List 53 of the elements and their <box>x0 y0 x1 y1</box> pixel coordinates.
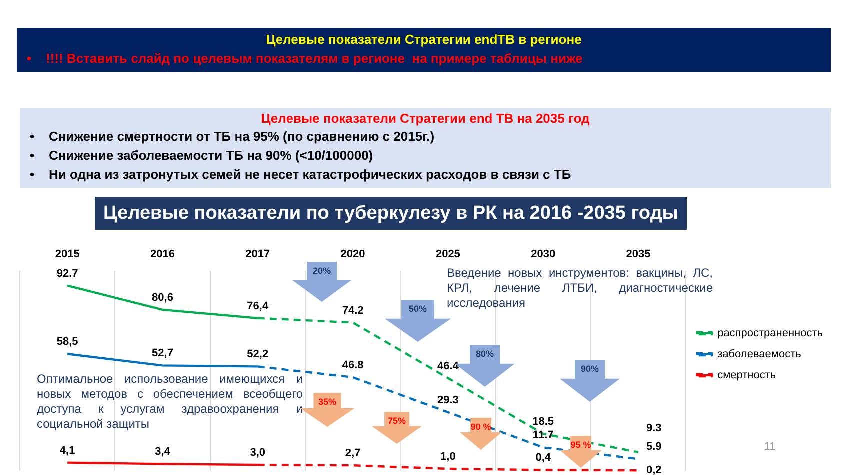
data-label: 46.8 <box>342 360 364 372</box>
data-label: 80,6 <box>152 292 174 304</box>
legend-label: заболеваемость <box>718 348 802 361</box>
legend-label: распространенность <box>718 328 824 340</box>
text: Целевые показатели Стратегии end TB на 2035 год <box>260 111 591 126</box>
data-label: 46.4 <box>437 360 460 372</box>
text: 11 <box>763 440 777 455</box>
data-label: 2,7 <box>345 448 361 460</box>
data-label: 9.3 <box>646 422 662 434</box>
data-label: 1,0 <box>440 451 456 464</box>
arrow-icon: 75% <box>372 412 422 444</box>
annotation: Введение новых инструментов: вакцины, ЛС, КРЛ, лечение ЛТБИ, диагностические исследования <box>447 266 713 311</box>
x-tick-label: 2035 <box>626 248 651 261</box>
data-label: 18.5 <box>532 416 554 428</box>
data-label: 52,7 <box>152 348 174 360</box>
x-tick-label: 2030 <box>531 248 556 261</box>
data-label: 52,2 <box>247 348 269 361</box>
arrow-icon: 90 % <box>460 418 502 450</box>
x-tick-label: 2025 <box>436 248 460 261</box>
x-tick-label: 2020 <box>340 248 366 261</box>
data-label: 74.2 <box>342 304 364 317</box>
annotation: 35% <box>317 397 338 408</box>
x-tick-label: 2017 <box>246 248 270 261</box>
arrow-icon: 95 % <box>560 436 602 468</box>
data-label: 4,1 <box>60 444 76 457</box>
text: • Снижение смертности от ТБ на 95% (по сравнению с 2015г.) <box>30 129 436 144</box>
text: • !!!! Вставить слайд по целевым показателям в регионе на примере таблицы ниже <box>27 51 584 66</box>
annotation: 50% <box>408 304 428 315</box>
data-label: 92.7 <box>56 268 78 280</box>
data-label: 3,0 <box>250 447 266 460</box>
annotation: 90% <box>580 364 600 375</box>
data-label: 0,4 <box>536 452 552 464</box>
text: Целевые показатели Стратегии endTB в регионе <box>265 32 583 47</box>
text: • Ни одна из затронутых семей не несет катастрофических расходов в связи с ТБ <box>30 167 572 182</box>
annotation: 80% <box>474 349 495 360</box>
legend-label: смертность <box>718 370 776 382</box>
data-label: 5.9 <box>646 441 662 454</box>
arrow-icon: 90% <box>560 360 620 402</box>
data-label: 29.3 <box>437 394 459 406</box>
annotation: 75% <box>386 416 407 427</box>
x-tick-label: 2016 <box>150 248 175 261</box>
arrow-icon: 20% <box>292 262 352 302</box>
data-label: 58,5 <box>56 336 78 348</box>
data-label: 76,4 <box>247 300 270 312</box>
data-label: 0,2 <box>646 464 662 475</box>
text: • Снижение заболеваемости ТБ на 90% (<10/100000) <box>30 148 374 163</box>
data-label: 11.7 <box>532 430 554 442</box>
annotation: Оптимальное использование имеющихся и новых методов с обеспечением всеобщего доступа к услугам здравоохранения и социальной защиты <box>37 372 303 432</box>
annotation: 95 % <box>570 440 592 451</box>
data-label: 3,4 <box>155 446 172 458</box>
annotation: 90 % <box>470 422 492 433</box>
x-tick-label: 2015 <box>55 248 80 261</box>
chart-title: Целевые показатели по туберкулезу в РК на 2016 -2035 годы <box>95 197 687 230</box>
